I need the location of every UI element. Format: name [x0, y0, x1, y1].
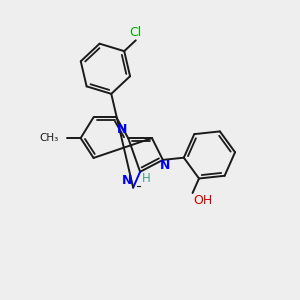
Text: OH: OH: [194, 194, 213, 207]
Text: Cl: Cl: [130, 26, 142, 39]
Text: N: N: [117, 123, 127, 136]
Text: N: N: [159, 159, 170, 172]
Text: CH₃: CH₃: [40, 133, 59, 143]
Text: H: H: [142, 172, 151, 185]
Text: N: N: [122, 174, 132, 187]
